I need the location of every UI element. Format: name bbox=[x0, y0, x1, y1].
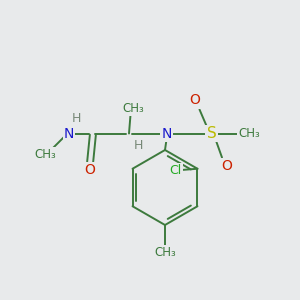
Text: CH₃: CH₃ bbox=[154, 245, 176, 259]
Text: CH₃: CH₃ bbox=[123, 102, 144, 116]
Text: H: H bbox=[72, 112, 81, 125]
Text: O: O bbox=[85, 163, 95, 177]
Text: H: H bbox=[133, 139, 143, 152]
Text: O: O bbox=[221, 160, 232, 173]
Text: N: N bbox=[64, 127, 74, 140]
Text: N: N bbox=[161, 127, 172, 140]
Text: Cl: Cl bbox=[169, 164, 182, 177]
Text: CH₃: CH₃ bbox=[34, 148, 56, 161]
Text: O: O bbox=[190, 94, 200, 107]
Text: CH₃: CH₃ bbox=[238, 127, 260, 140]
Text: S: S bbox=[207, 126, 216, 141]
